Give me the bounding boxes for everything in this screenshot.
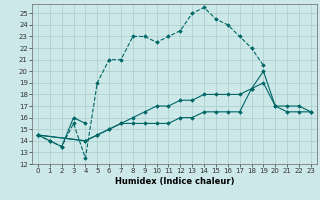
X-axis label: Humidex (Indice chaleur): Humidex (Indice chaleur) [115,177,234,186]
